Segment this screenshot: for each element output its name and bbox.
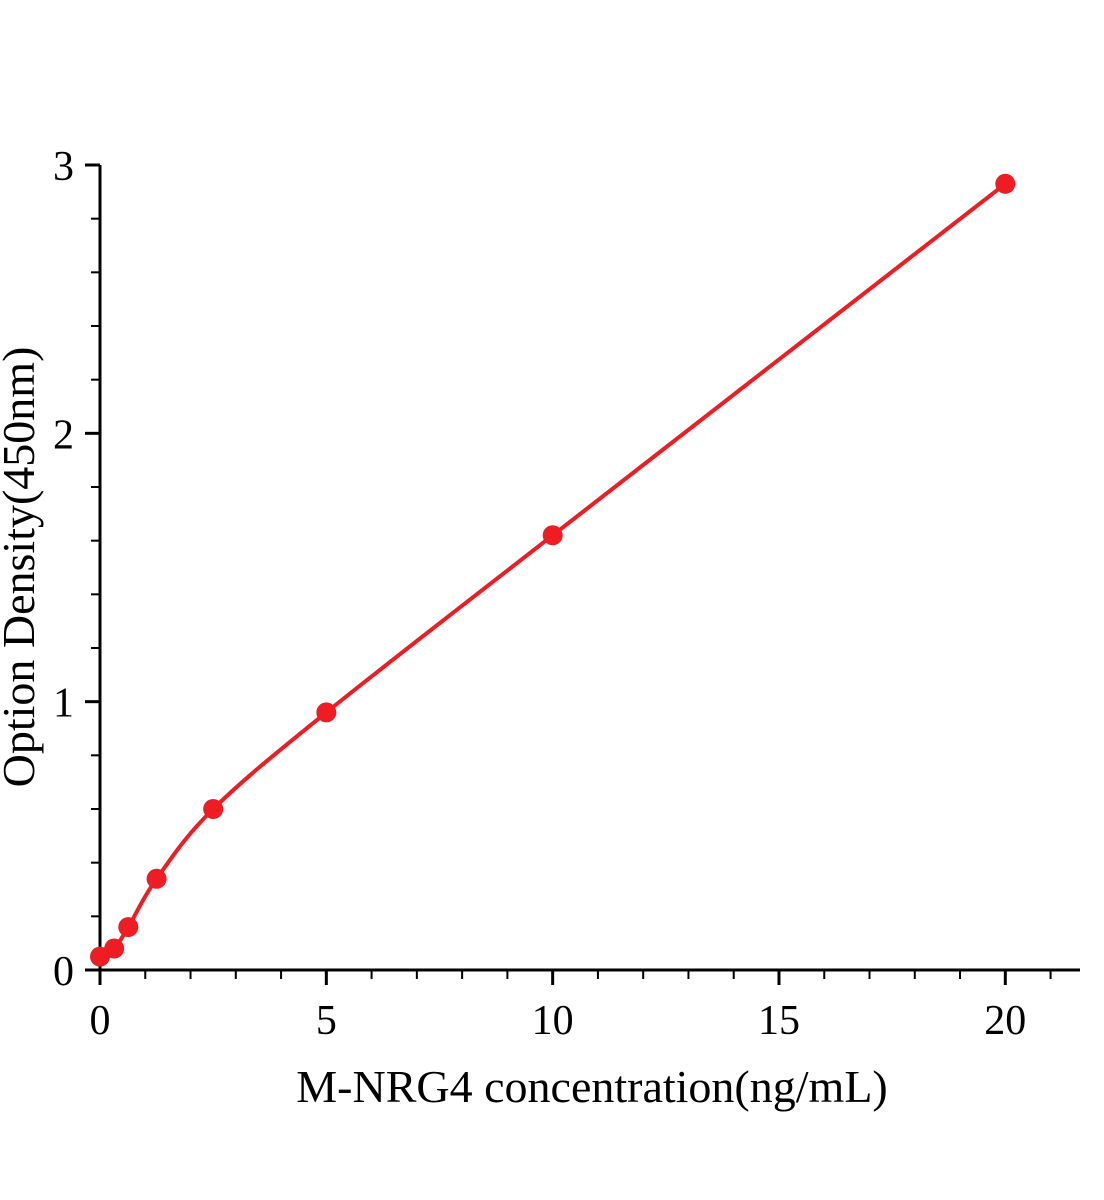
x-tick-label: 15 bbox=[758, 998, 800, 1044]
y-tick-label: 1 bbox=[53, 681, 74, 727]
fit-curve bbox=[98, 181, 1008, 959]
data-point-marker bbox=[542, 525, 563, 546]
x-tick-label: 5 bbox=[316, 998, 337, 1044]
y-tick-label: 3 bbox=[53, 144, 74, 190]
x-tick-label: 10 bbox=[532, 998, 574, 1044]
data-point-marker bbox=[203, 799, 224, 819]
x-tick-label: 0 bbox=[90, 998, 111, 1044]
x-axis-title: M-NRG4 concentration(ng/mL) bbox=[296, 1061, 887, 1112]
x-tick-label: 20 bbox=[984, 998, 1026, 1044]
y-tick-label: 0 bbox=[53, 949, 74, 995]
y-axis-title: Option Density(450nm) bbox=[0, 347, 44, 788]
data-point-marker bbox=[316, 702, 337, 723]
data-point-marker bbox=[104, 938, 125, 959]
data-point-marker bbox=[118, 917, 139, 938]
y-tick-label: 2 bbox=[53, 412, 74, 458]
data-point-marker bbox=[146, 868, 167, 889]
data-point-marker bbox=[995, 173, 1016, 194]
